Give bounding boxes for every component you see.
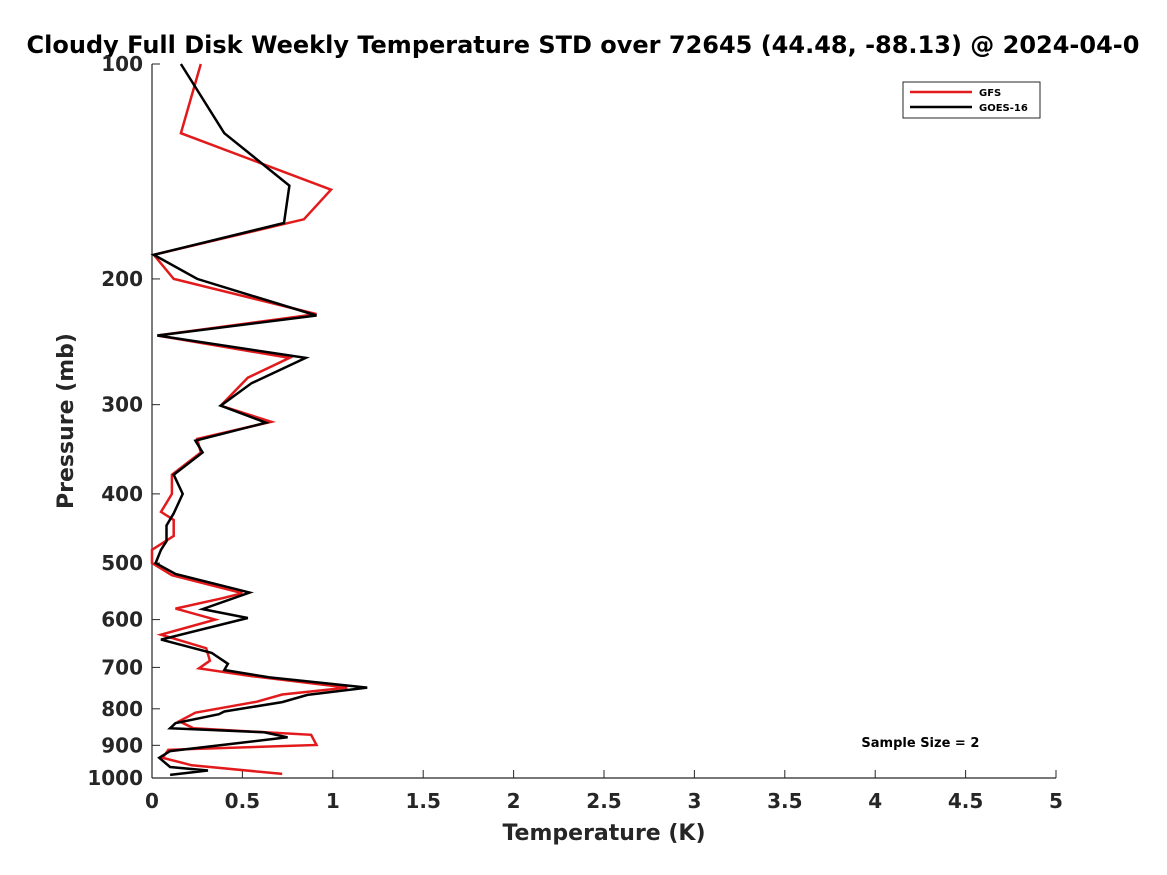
y-tick-label: 800 — [101, 697, 143, 721]
y-tick-label: 500 — [101, 551, 143, 575]
y-axis-title: Pressure (mb) — [54, 333, 79, 509]
y-tick-label: 1000 — [87, 766, 143, 790]
legend: GFS GOES-16 — [902, 81, 1041, 119]
x-tick-label: 0 — [145, 789, 159, 813]
y-tick-label: 900 — [101, 733, 143, 757]
x-tick-label: 3.5 — [767, 789, 802, 813]
x-tick-label: 4 — [868, 789, 882, 813]
x-tick-label: 1.5 — [405, 789, 440, 813]
y-tick-label: 200 — [101, 267, 143, 291]
y-tick-label: 300 — [101, 393, 143, 417]
series-layer — [150, 63, 368, 777]
x-axis-ticks: 0 0.5 1 1.5 2 2.5 3 3.5 4 4.5 5 — [145, 770, 1063, 813]
legend-label-goes16: GOES-16 — [979, 103, 1028, 114]
y-tick-label: 400 — [101, 482, 143, 506]
series-line-gfs — [150, 63, 348, 776]
y-tick-label: 700 — [101, 655, 143, 679]
chart-title: Cloudy Full Disk Weekly Temperature STD … — [27, 31, 1140, 59]
x-tick-label: 0.5 — [225, 789, 260, 813]
series-line-goes16 — [150, 63, 368, 777]
y-tick-label: 600 — [101, 608, 143, 632]
x-axis-title: Temperature (K) — [502, 821, 705, 846]
y-axis-ticks: 100 200 300 400 500 600 700 800 900 1000 — [87, 52, 160, 790]
legend-box — [902, 81, 1041, 119]
x-tick-label: 3 — [687, 789, 701, 813]
x-tick-label: 2 — [507, 789, 521, 813]
legend-label-gfs: GFS — [979, 88, 1001, 99]
sample-size-annotation: Sample Size = 2 — [861, 736, 979, 751]
x-tick-label: 4.5 — [948, 789, 983, 813]
x-tick-label: 5 — [1049, 789, 1063, 813]
y-tick-label: 100 — [101, 52, 143, 76]
x-tick-label: 2.5 — [586, 789, 621, 813]
x-tick-label: 1 — [326, 789, 340, 813]
plot-frame — [151, 64, 1056, 779]
